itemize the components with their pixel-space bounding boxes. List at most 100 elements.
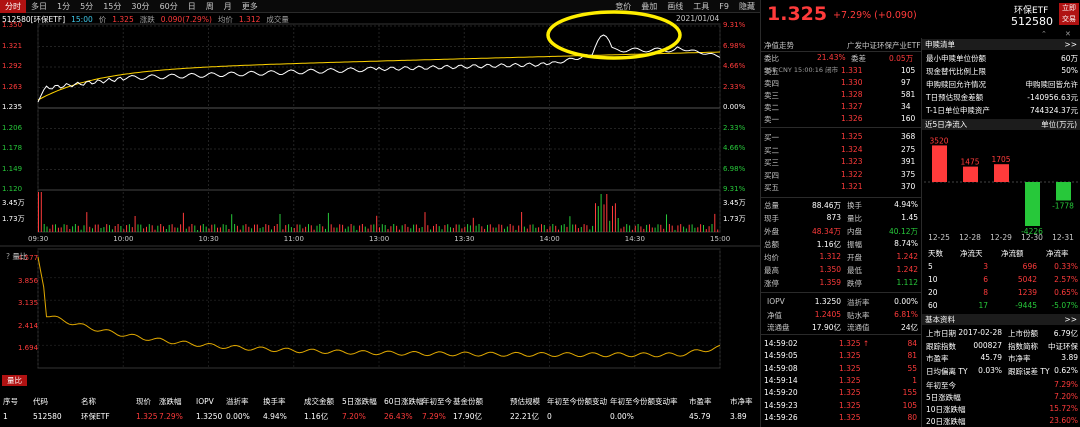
bid-price[interactable]: 1.325	[841, 132, 863, 141]
volume-bar	[452, 227, 454, 232]
volume-bar	[120, 226, 122, 232]
toolbar-tool-3[interactable]: 工具	[693, 1, 710, 11]
toolbar-tab-4[interactable]: 15分	[103, 1, 122, 11]
chart-date: 2021/01/04	[676, 14, 720, 23]
tab-volume-ratio[interactable]: 量比	[2, 375, 27, 386]
volume-bar	[543, 225, 545, 232]
bid-price[interactable]: 1.323	[841, 157, 863, 166]
creation-header[interactable]: 申赎清单 >>	[922, 39, 1080, 50]
volume-bar	[236, 225, 238, 232]
table-header-cell: 市净率	[730, 397, 753, 406]
iopv-value: 17.90亿	[812, 323, 841, 332]
toolbar-tool-0[interactable]: 竞价	[615, 1, 632, 11]
volume-bar	[708, 226, 710, 232]
toolbar-tool-1[interactable]: 叠加	[641, 1, 658, 11]
volume-bar	[273, 226, 275, 232]
toolbar-tool-4[interactable]: F9	[719, 1, 729, 11]
volume-bar	[296, 224, 298, 232]
toolbar-tool-2[interactable]: 画线	[667, 1, 684, 11]
volume-bar	[469, 225, 471, 232]
bid-price[interactable]: 1.324	[841, 144, 863, 154]
volume-bar	[563, 224, 565, 232]
last-price: 1.325	[767, 3, 828, 25]
flow-days: 60	[928, 301, 938, 310]
volume-bar	[387, 229, 389, 232]
basic-header[interactable]: 基本资料 >>	[922, 314, 1080, 325]
volume-bar	[69, 229, 71, 232]
flow-header[interactable]: 近5日净流入 单位(万元)	[922, 119, 1080, 130]
price-tick-left: 1.149	[2, 164, 23, 173]
toolbar-tab-10[interactable]: 更多	[241, 1, 258, 11]
tab-net-value[interactable]: 净值走势	[764, 41, 794, 50]
close-icon[interactable]: ✕	[1065, 30, 1071, 38]
tool-tabs: 竞价 叠加 画线 工具 F9 隐藏	[610, 0, 760, 13]
iopv-value: 6.81%	[894, 309, 918, 319]
order-diff: 0.05万	[889, 54, 914, 63]
diff-label: 委差	[851, 54, 866, 63]
intraday-chart[interactable]	[0, 0, 760, 374]
collapse-icon[interactable]: ⌃	[1041, 30, 1047, 38]
ask-price[interactable]: 1.326	[841, 114, 863, 123]
iopv-value: 1.2405	[814, 309, 841, 319]
stat-label: 外盘	[764, 227, 779, 236]
creation-label: 申购赎回允许情况	[926, 80, 986, 89]
toolbar-tool-5[interactable]: 隐藏	[739, 1, 755, 11]
tick-volume: 80	[907, 412, 917, 422]
volume-bar	[663, 228, 665, 232]
toolbar-tab-1[interactable]: 多日	[31, 1, 47, 11]
iopv-value: 0.00%	[894, 297, 918, 306]
iopv-label: IOPV	[767, 297, 785, 306]
bid-volume: 275	[901, 144, 916, 154]
table-cell: 0.00%	[610, 412, 634, 421]
price-tick-right: 6.98%	[723, 41, 746, 50]
toolbar-tab-2[interactable]: 1分	[57, 1, 71, 11]
tick-price: 1.325	[839, 375, 861, 385]
toolbar-tab-8[interactable]: 周	[205, 1, 214, 11]
stat-label: 开盘	[847, 253, 862, 262]
toolbar-tab-6[interactable]: 60分	[159, 1, 178, 11]
flow-bar	[1025, 182, 1040, 226]
volume-bar	[532, 224, 534, 232]
volume-bar	[671, 225, 673, 232]
creation-value: 744324.37元	[1029, 106, 1078, 115]
basic-value: 3.89	[1061, 353, 1078, 362]
ask-label: 卖二	[764, 103, 779, 112]
price-tick-right: 0.00%	[723, 103, 746, 111]
bid-label: 买四	[764, 170, 779, 180]
bid-price[interactable]: 1.322	[841, 169, 863, 179]
volume-bar	[89, 226, 91, 232]
table-header-cell: 年初至今	[422, 397, 452, 406]
toolbar-tab-7[interactable]: 日	[187, 1, 196, 11]
volume-bar	[714, 213, 716, 232]
table-cell: 45.79	[689, 412, 711, 421]
tick-price: 1.325	[839, 412, 861, 422]
bid-label: 买二	[764, 145, 779, 155]
bid-price[interactable]: 1.321	[841, 182, 863, 191]
volume-tick-left: 1.73万	[2, 215, 25, 223]
volume-bar	[205, 226, 207, 232]
toolbar-tab-9[interactable]: 月	[223, 1, 232, 11]
volume-bar	[109, 225, 110, 232]
ask-price[interactable]: 1.331	[841, 66, 863, 75]
flow-bar-value: 1475	[960, 158, 979, 167]
volume-bar	[589, 229, 591, 232]
tick-time: 14:59:08	[764, 363, 798, 373]
ask-price[interactable]: 1.330	[841, 78, 863, 87]
ratio-tick: 1.694	[18, 344, 39, 353]
volume-bar	[160, 224, 162, 232]
stat-value: 40.12万	[889, 227, 918, 236]
volume-bar	[57, 227, 59, 232]
volume-bar	[441, 229, 443, 232]
trade-button[interactable]: 立即 交易	[1059, 3, 1079, 25]
toolbar-tab-3[interactable]: 5分	[80, 1, 94, 11]
volume-bar	[217, 227, 218, 232]
perf-value: 7.20%	[1054, 392, 1078, 401]
toolbar-tab-0[interactable]: 分时	[0, 0, 26, 13]
ask-price[interactable]: 1.328	[841, 90, 863, 99]
table-header-cell: 年初至今份额变动率	[610, 397, 678, 406]
table-row[interactable]: 1 512580 环保ETF 1.325 7.29% 1.3250 0.00% 4.94% 1.…	[0, 410, 760, 424]
flow-net-rate: 0.33%	[1054, 262, 1078, 271]
volume-bar	[583, 224, 585, 232]
toolbar-tab-5[interactable]: 30分	[131, 1, 150, 11]
ask-price[interactable]: 1.327	[841, 102, 863, 111]
